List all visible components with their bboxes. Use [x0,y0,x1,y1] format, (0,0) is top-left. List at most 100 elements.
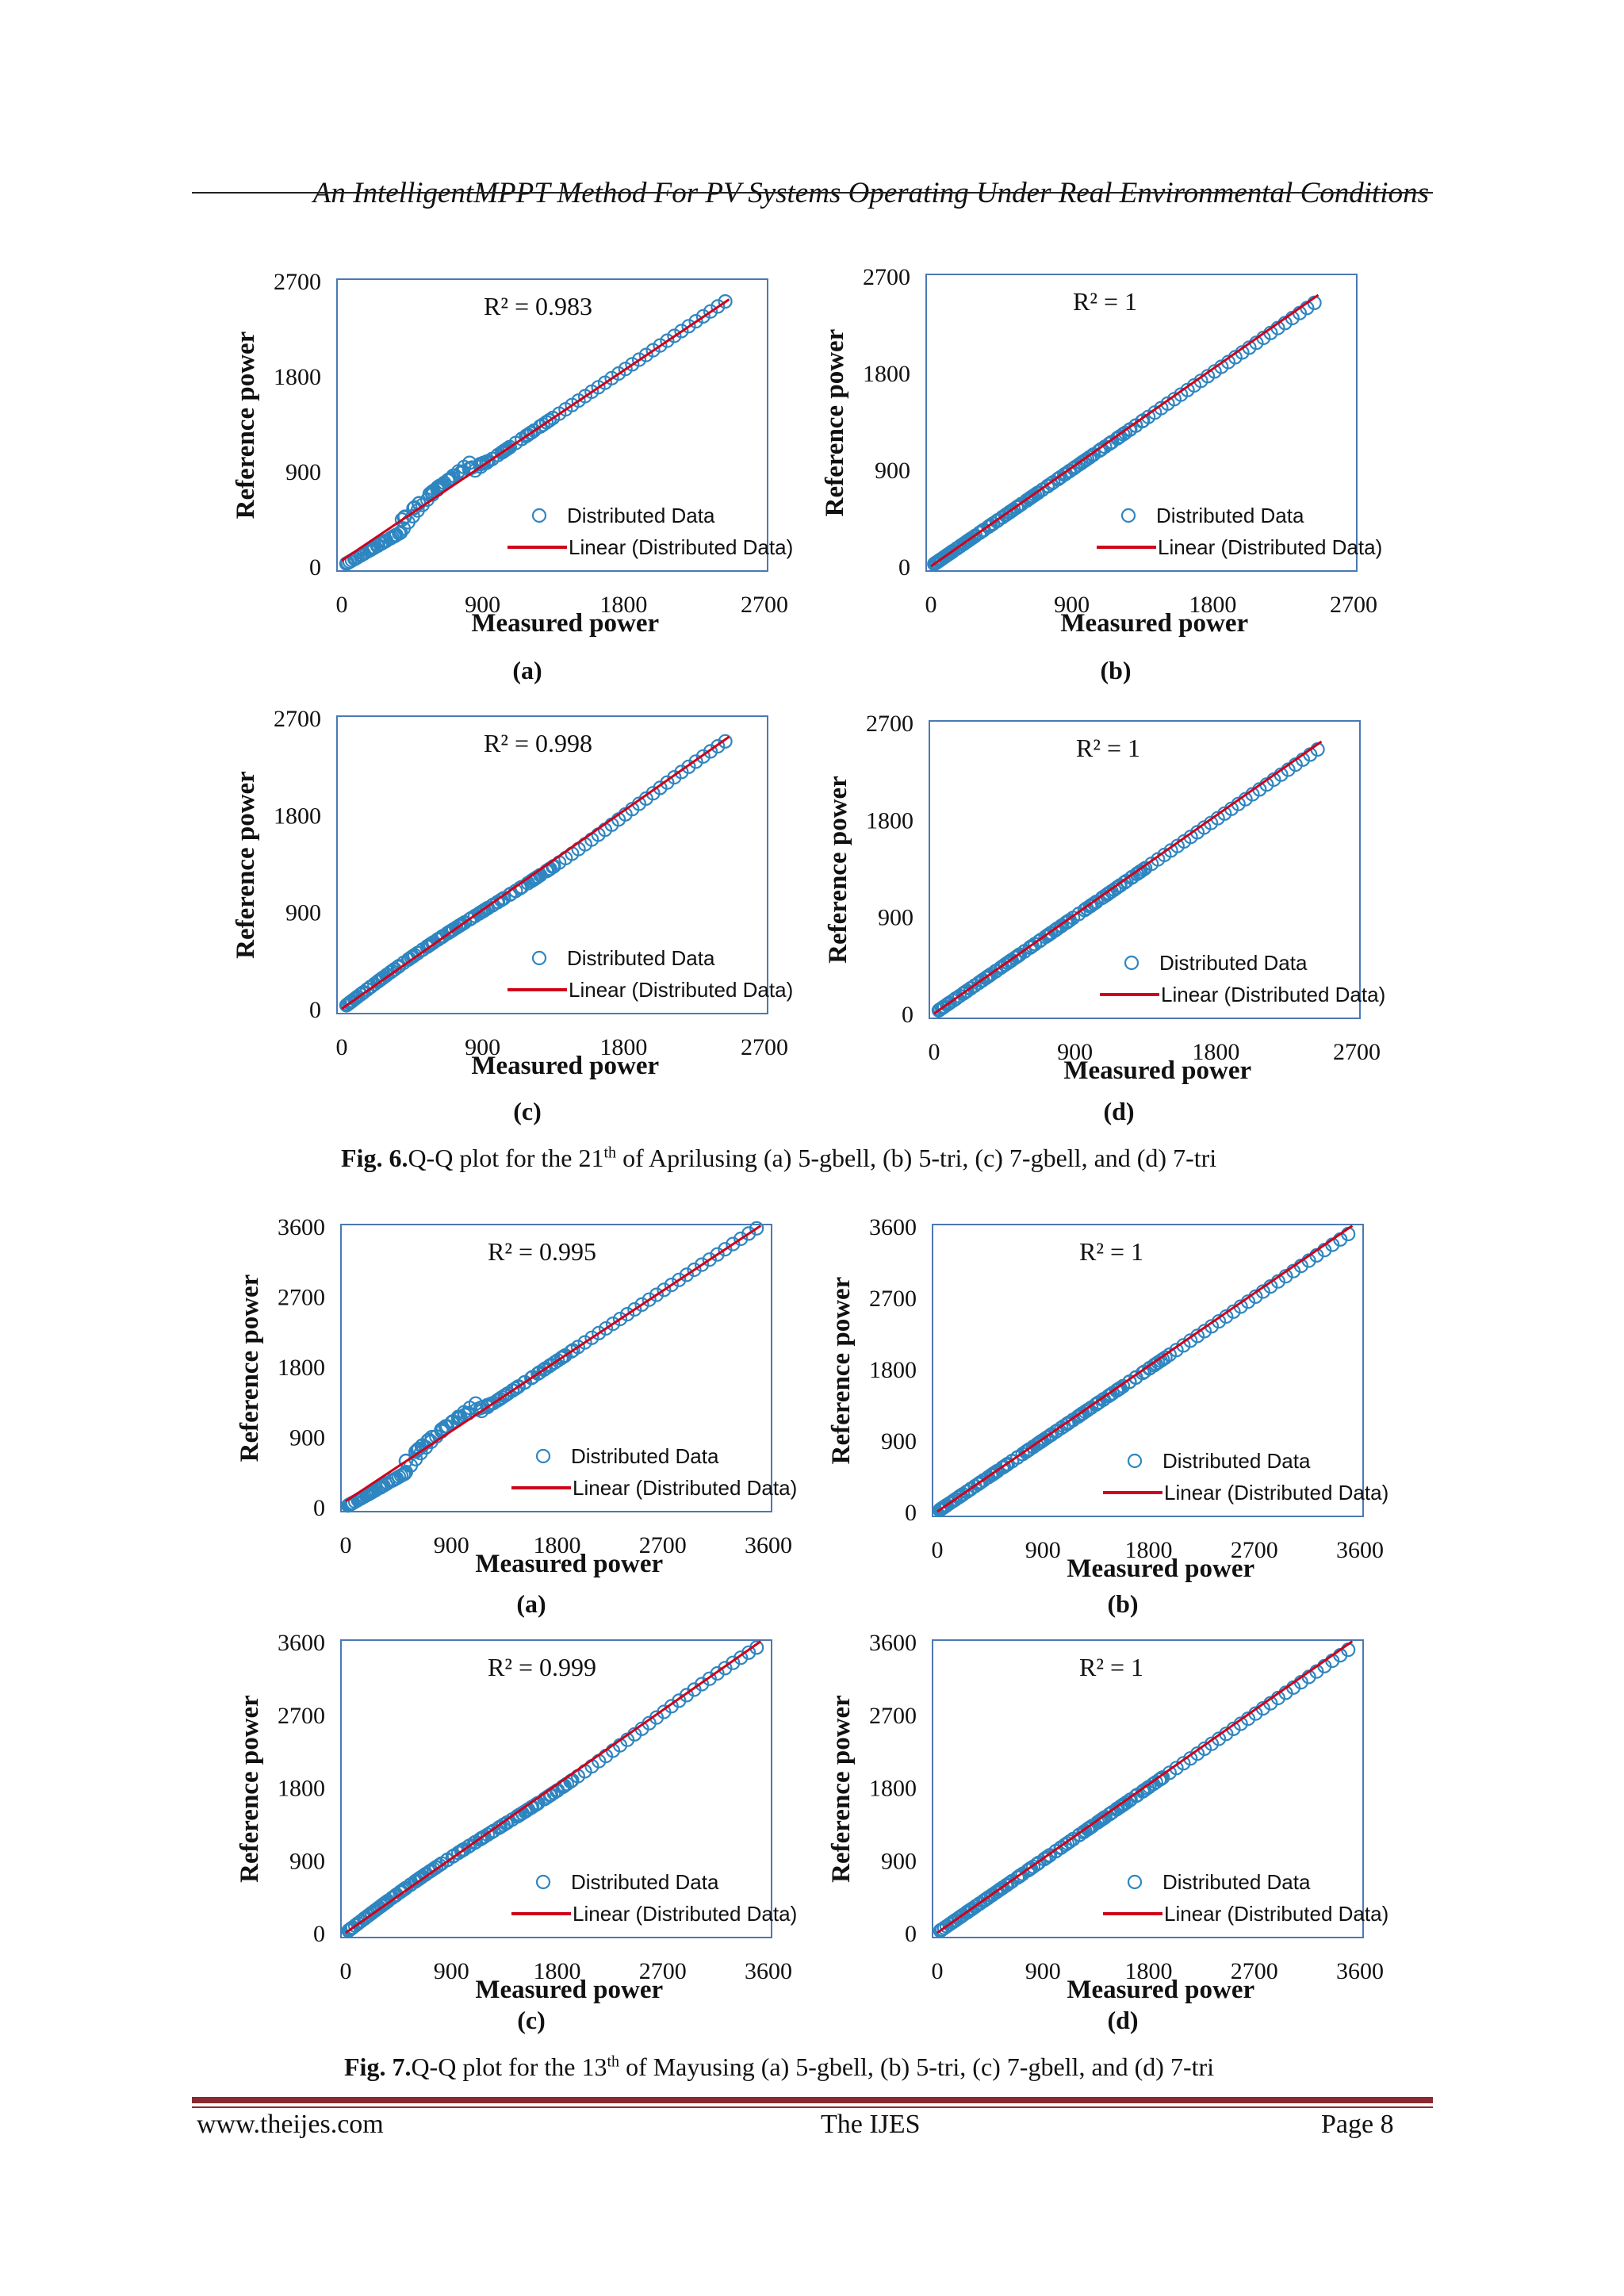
x-tick-label: 3600 [1336,1958,1384,1984]
data-point [1083,1819,1098,1834]
data-point [718,1661,733,1676]
data-point [667,328,682,343]
x-tick-label: 1800 [599,1034,647,1060]
fig7-caption: Fig. 7.Q-Q plot for the 13th of Mayusing… [344,2053,1214,2082]
data-point [681,319,696,334]
data-point [499,442,515,457]
data-point [660,775,675,790]
legend-label: Distributed Data [567,504,715,527]
data-point [1089,895,1104,910]
data-point [718,1242,733,1257]
footer-journal: The IJES [821,2110,921,2139]
data-point [1117,875,1132,890]
y-tick-label: 2700 [863,264,910,290]
data-point [1048,1843,1064,1858]
data-point [417,1867,432,1882]
y-tick-label: 900 [285,459,321,485]
data-point [396,510,412,525]
data-point [966,530,981,545]
x-tick-label: 1800 [599,592,647,618]
data-point [703,304,718,319]
linear-fit-line [345,1225,762,1503]
y-tick-label: 1800 [274,364,321,390]
y-tick-label: 2700 [274,269,321,295]
footer-website-link[interactable]: www.theijes.com [197,2110,384,2139]
data-point [933,1923,948,1938]
data-point [372,973,387,988]
data-point [1018,1444,1033,1459]
data-point [536,1362,551,1378]
fig7-caption-text: Q-Q plot for the 13 [411,2053,607,2081]
fig7-caption-label: Fig. 7. [344,2053,412,2081]
plot-frame [932,1639,1364,1938]
data-point [1128,1370,1143,1385]
y-tick-label: 0 [313,1921,325,1947]
data-point [396,1883,411,1898]
data-point [1119,1795,1134,1810]
data-point [688,754,703,769]
data-point [435,1421,450,1436]
legend-marker [535,1448,551,1464]
y-axis-title: Reference power [236,1274,264,1462]
data-point [939,1498,954,1513]
x-tick-label: 1800 [1189,592,1236,618]
data-point [394,512,409,527]
data-point [1105,1805,1120,1820]
data-point [358,1910,373,1925]
data-point [362,1907,377,1922]
plot-frame [340,1224,772,1512]
linear-fit-line [341,735,730,1010]
data-point [432,478,447,493]
y-axis-title: Reference power [232,332,260,519]
x-tick-label: 2700 [1231,1537,1278,1563]
data-point [1006,502,1021,517]
data-point [1066,1831,1081,1847]
data-point [1027,937,1043,952]
x-tick-label: 900 [1025,1958,1061,1984]
x-tick-label: 1800 [1125,1958,1173,1984]
plot-frame [932,1224,1364,1517]
legend-label: Linear (Distributed Data) [569,535,793,559]
x-tick-label: 1800 [534,1532,581,1558]
y-tick-label: 3600 [869,1630,917,1656]
header-rule [192,192,1433,194]
data-point [1124,869,1140,885]
data-point [627,1301,642,1317]
y-tick-label: 3600 [869,1214,917,1240]
data-point [365,1484,380,1500]
plot-frame [929,720,1361,1019]
data-point [653,338,668,353]
data-point [702,1252,717,1267]
x-tick-label: 0 [336,592,348,618]
data-point [476,903,492,918]
data-point [1044,1427,1059,1442]
x-tick-label: 1800 [1192,1039,1239,1065]
data-point [664,1277,679,1293]
data-point [944,545,959,560]
chart-fig7-panel-d: 0 900 1800 2700 3600 0 900 1800 2700 3600 Measured… [827,1630,1388,2034]
legend-marker [531,950,547,966]
x-tick-label: 0 [929,1039,940,1065]
data-point [741,1645,756,1660]
fig7-caption-sup: th [607,2053,620,2071]
data-point [415,1869,430,1884]
plot-frame [925,274,1358,572]
linear-fit-line [345,1640,762,1934]
r-squared-label: R² = 0.998 [484,729,592,757]
r-squared-label: R² = 1 [1076,734,1140,762]
data-point [359,982,374,997]
data-point [1094,442,1109,458]
data-point [480,1397,495,1413]
x-tick-label: 1800 [534,1958,581,1984]
data-point [592,1325,607,1341]
data-point [398,1454,413,1469]
y-tick-label: 0 [902,1002,914,1028]
y-tick-label: 0 [309,997,321,1023]
plot-frame [340,1639,772,1938]
data-point [386,1472,401,1488]
legend-label: Linear (Distributed Data) [1158,535,1382,559]
x-axis-title: Measured power [471,609,659,638]
y-tick-label: 900 [285,900,321,926]
data-point [365,541,381,556]
data-point [687,1262,702,1278]
